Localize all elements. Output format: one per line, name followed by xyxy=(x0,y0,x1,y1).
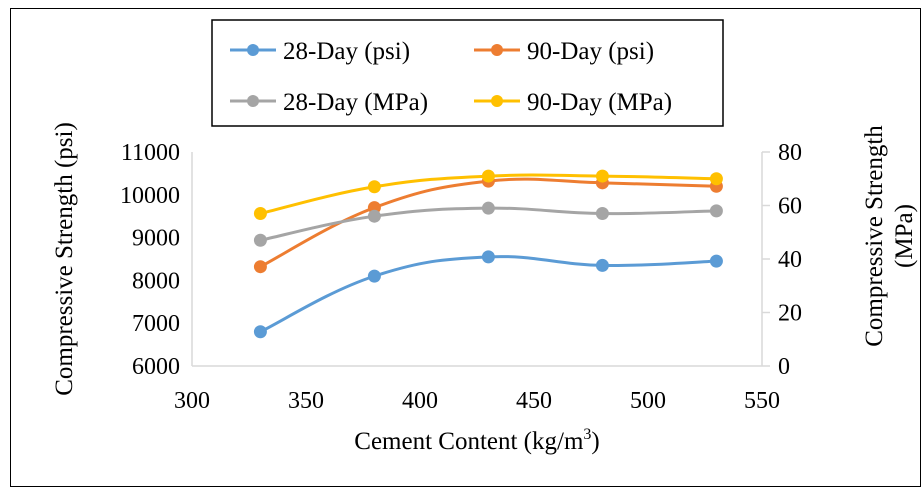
legend-label: 28-Day (psi) xyxy=(283,38,410,65)
data-point xyxy=(481,201,495,215)
y-left-tick-label: 6000 xyxy=(132,354,180,380)
series-layer xyxy=(253,169,723,339)
data-point xyxy=(709,172,723,186)
data-point xyxy=(367,180,381,194)
data-point xyxy=(481,169,495,183)
x-tick-label: 350 xyxy=(288,388,324,414)
y-right-tick-label: 60 xyxy=(778,194,802,220)
y-axis-right-title-line2: (MPa) xyxy=(891,204,918,268)
y-left-tick-label: 7000 xyxy=(132,311,180,337)
legend-entry-4: 90-Day (MPa) xyxy=(474,89,672,116)
x-axis-title-main: Cement Content (kg/m xyxy=(354,428,584,455)
data-point xyxy=(481,250,495,264)
data-point xyxy=(367,209,381,223)
legend-label: 90-Day (psi) xyxy=(527,38,654,65)
series-4 xyxy=(253,169,723,221)
x-axis-title-superscript: 3 xyxy=(583,426,591,443)
data-point xyxy=(253,325,267,339)
y-axis-right-title-line1: Compressive Strength xyxy=(861,125,888,347)
data-point xyxy=(253,207,267,221)
data-point xyxy=(595,207,609,221)
x-axis-title: Cement Content (kg/m3) xyxy=(354,426,599,455)
right-axis-ticks: 0 20 40 60 80 xyxy=(762,140,802,380)
x-tick-label: 400 xyxy=(402,388,438,414)
x-tick-label: 500 xyxy=(630,388,666,414)
legend-label: 90-Day (MPa) xyxy=(527,89,672,116)
legend-box xyxy=(211,19,724,127)
data-point xyxy=(253,260,267,274)
legend-swatch-marker xyxy=(247,95,259,107)
y-left-tick-label: 9000 xyxy=(132,226,180,252)
data-point xyxy=(367,269,381,283)
y-right-tick-label: 0 xyxy=(778,354,790,380)
y-left-tick-label: 8000 xyxy=(132,268,180,294)
x-tick-label: 550 xyxy=(744,388,780,414)
left-axis-ticks: 6000 7000 8000 9000 10000 11000 xyxy=(120,140,180,380)
series-3 xyxy=(253,201,723,247)
x-axis-title-end: ) xyxy=(591,428,599,455)
data-point xyxy=(709,254,723,268)
series-1 xyxy=(253,250,723,339)
y-right-tick-label: 80 xyxy=(778,140,802,166)
data-point xyxy=(595,169,609,183)
data-point xyxy=(709,204,723,218)
y-axis-left-title: Compressive Strength (psi) xyxy=(51,122,78,396)
series-line xyxy=(258,255,718,334)
legend-swatch-marker xyxy=(247,44,259,56)
x-tick-label: 300 xyxy=(174,388,210,414)
legend-entry-1: 28-Day (psi) xyxy=(230,38,410,65)
x-axis-ticks: 300 350 400 450 500 550 xyxy=(174,388,780,414)
data-point xyxy=(253,233,267,247)
y-left-tick-label: 10000 xyxy=(120,183,180,209)
x-tick-label: 450 xyxy=(516,388,552,414)
legend-entry-2: 90-Day (psi) xyxy=(474,38,654,65)
legend-swatch-marker xyxy=(491,95,503,107)
legend: 28-Day (psi) 90-Day (psi) 28-Day (MPa) 9… xyxy=(211,19,724,127)
legend-label: 28-Day (MPa) xyxy=(283,89,428,116)
data-point xyxy=(595,258,609,272)
legend-entry-3: 28-Day (MPa) xyxy=(230,89,428,116)
y-left-tick-label: 11000 xyxy=(121,140,180,166)
y-right-tick-label: 40 xyxy=(778,247,802,273)
legend-swatch-marker xyxy=(491,44,503,56)
y-right-tick-label: 20 xyxy=(778,301,802,327)
